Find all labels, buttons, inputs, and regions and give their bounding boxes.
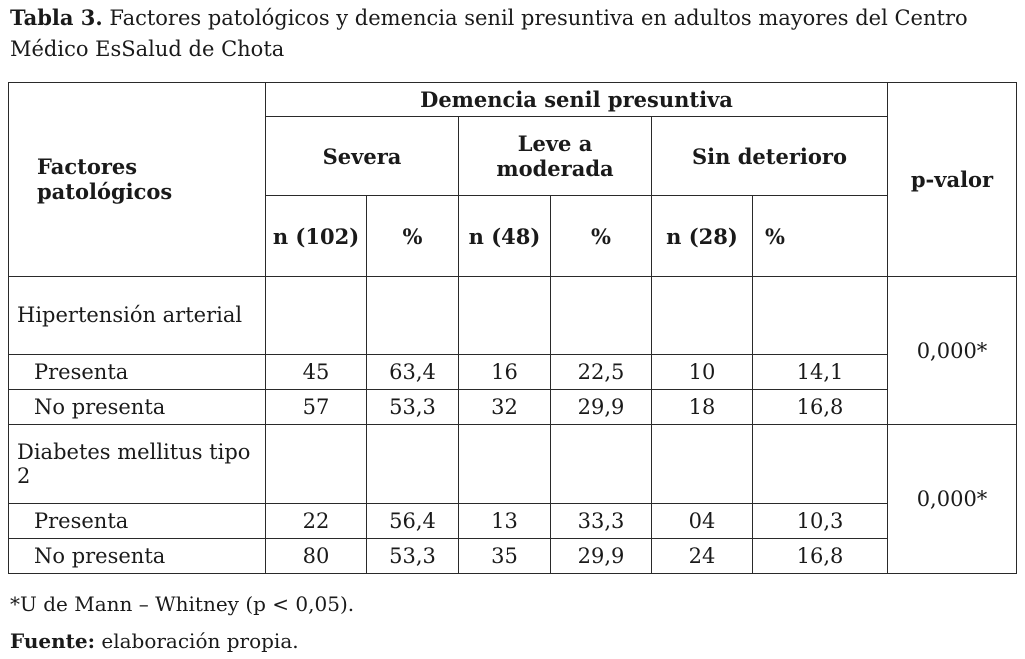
cell-value: 22,5 <box>550 354 652 391</box>
cell-value: 16,8 <box>752 537 888 575</box>
pvalue-header: p-valor <box>887 82 1017 277</box>
data-table: Factores patológicos Demencia senil pres… <box>8 81 1017 575</box>
section-row: Diabetes mellitus tipo 2 0,000* <box>8 424 1017 574</box>
cell-value: 16,8 <box>752 389 888 426</box>
subheader-pct: % <box>366 195 459 277</box>
table-row: Presenta 22 56,4 13 33,3 04 10,3 <box>8 502 1017 539</box>
cell-value: 24 <box>651 537 753 575</box>
cell-value: 14,1 <box>752 354 888 391</box>
pvalue-cell: 0,000* <box>887 275 1017 426</box>
cell-value: 57 <box>265 389 367 426</box>
row-label: Presenta <box>8 502 266 539</box>
cell-value: 18 <box>651 389 753 426</box>
category-header-sin-deterioro: Sin deterioro <box>651 116 888 197</box>
cell-value: 63,4 <box>366 354 459 391</box>
table-row: No presenta 80 53,3 35 29,9 24 16,8 <box>8 537 1017 575</box>
section-label: Hipertensión arterial <box>8 275 266 356</box>
cell-value: 10,3 <box>752 502 888 539</box>
subheader-n: n (28) <box>651 195 753 277</box>
cell-value: 13 <box>458 502 551 539</box>
cell-value: 29,9 <box>550 537 652 575</box>
cell-value: 33,3 <box>550 502 652 539</box>
cell-value: 53,3 <box>366 389 459 426</box>
factor-header: Factores patológicos <box>8 82 266 277</box>
row-label: No presenta <box>8 389 266 426</box>
table-row: No presenta 57 53,3 32 29,9 18 16,8 <box>8 389 1017 426</box>
section-label: Diabetes mellitus tipo 2 <box>8 424 266 504</box>
cell-value: 80 <box>265 537 367 575</box>
cell-value: 04 <box>651 502 753 539</box>
source-label: Fuente: <box>10 629 95 653</box>
source-text: elaboración propia. <box>101 629 299 653</box>
cell-value: 35 <box>458 537 551 575</box>
caption-label: Tabla 3. <box>10 5 103 30</box>
table-caption: Tabla 3. Factores patológicos y demencia… <box>10 2 1015 65</box>
table-row: Presenta 45 63,4 16 22,5 10 14,1 <box>8 354 1017 391</box>
category-header-leve: Leve a moderada <box>458 116 652 197</box>
cell-value: 56,4 <box>366 502 459 539</box>
group-header: Demencia senil presuntiva <box>265 81 888 118</box>
category-header-severa: Severa <box>265 116 459 197</box>
caption-text: Factores patológicos y demencia senil pr… <box>10 6 968 61</box>
cell-value: 53,3 <box>366 537 459 575</box>
section-row: Hipertensión arterial 0,000* <box>8 275 1017 426</box>
footnote: *U de Mann – Whitney (p < 0,05). <box>10 592 355 616</box>
cell-value: 10 <box>651 354 753 391</box>
subheader-n: n (48) <box>458 195 551 277</box>
cell-value: 22 <box>265 502 367 539</box>
cell-value: 32 <box>458 389 551 426</box>
pvalue-cell: 0,000* <box>887 424 1017 574</box>
subheader-pct: % <box>752 195 888 277</box>
row-label: No presenta <box>8 537 266 575</box>
row-label: Presenta <box>8 354 266 391</box>
cell-value: 29,9 <box>550 389 652 426</box>
subheader-pct: % <box>550 195 652 277</box>
cell-value: 45 <box>265 354 367 391</box>
cell-value: 16 <box>458 354 551 391</box>
source-note: Fuente: elaboración propia. <box>10 628 299 654</box>
subheader-n: n (102) <box>265 195 367 277</box>
